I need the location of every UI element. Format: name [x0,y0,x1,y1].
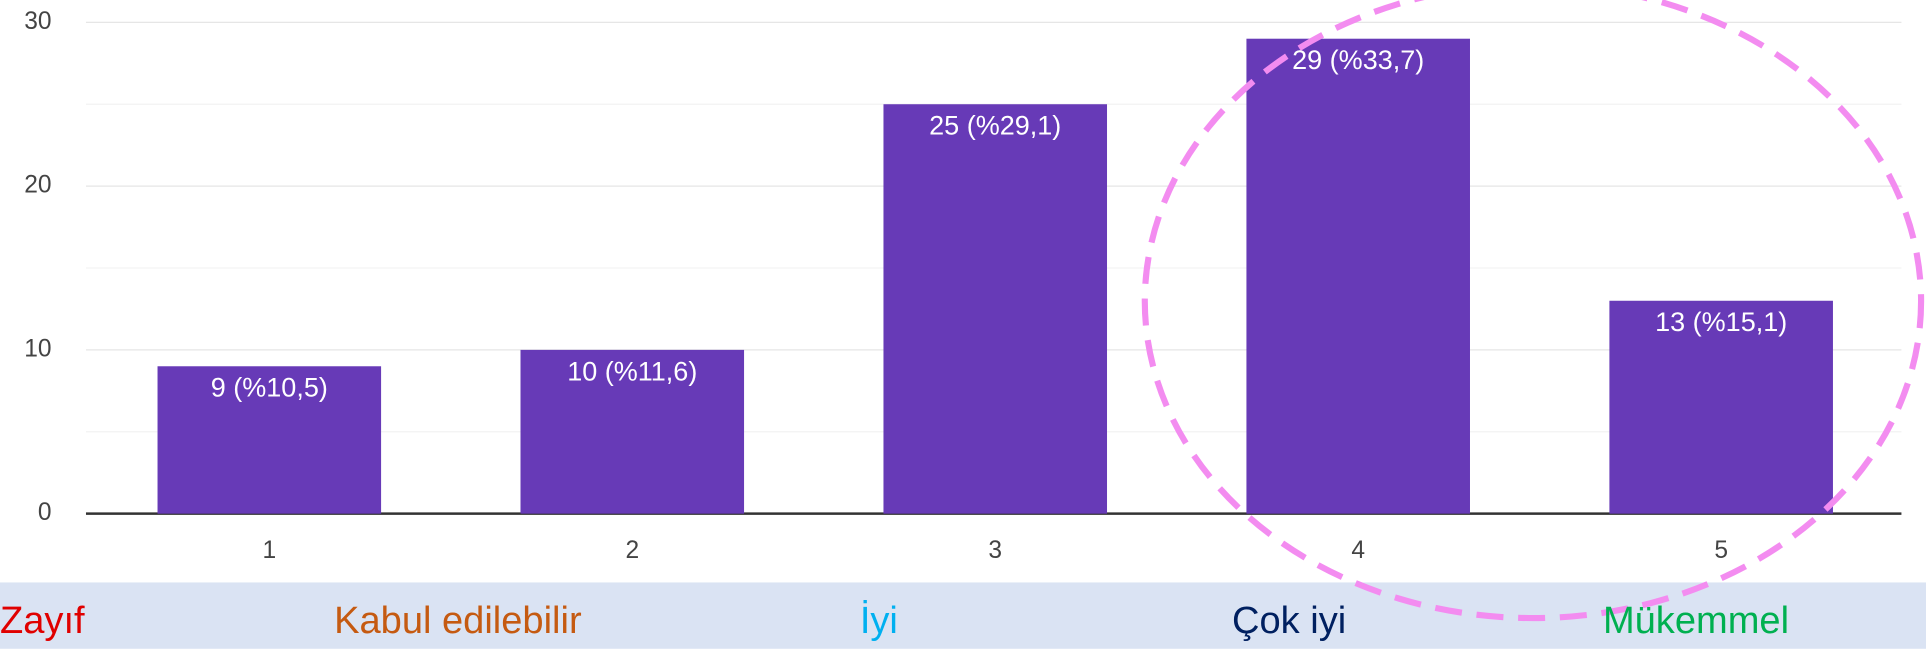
bar [157,366,382,514]
y-tick-label: 10 [24,335,51,362]
scale-label: Kabul edilebilir [334,600,582,642]
value-label: 9 (%10,5) [211,373,328,403]
value-label: 10 (%11,6) [567,356,697,386]
bars [157,38,1833,514]
y-tick-label: 30 [24,8,51,35]
value-label: 13 (%15,1) [1655,307,1787,337]
scale-label: İyi [860,599,898,642]
value-label: 25 (%29,1) [929,111,1061,141]
x-tick-label: 1 [262,537,276,564]
scale-label: Zayıf [0,600,85,642]
highlight-circle [1141,0,1925,622]
scale-label: Çok iyi [1232,600,1346,642]
scale-label: Mükemmel [1603,600,1789,642]
bar [520,349,745,514]
value-label: 29 (%33,7) [1292,45,1424,75]
x-tick-label: 4 [1351,537,1365,564]
bar [1246,38,1470,514]
x-tick-label: 5 [1714,537,1728,564]
bar [1609,300,1833,514]
bar [883,104,1108,514]
x-tick-label: 3 [988,537,1002,564]
y-tick-label: 0 [38,499,52,526]
y-tick-label: 20 [24,172,51,199]
x-tick-label: 2 [625,537,639,564]
